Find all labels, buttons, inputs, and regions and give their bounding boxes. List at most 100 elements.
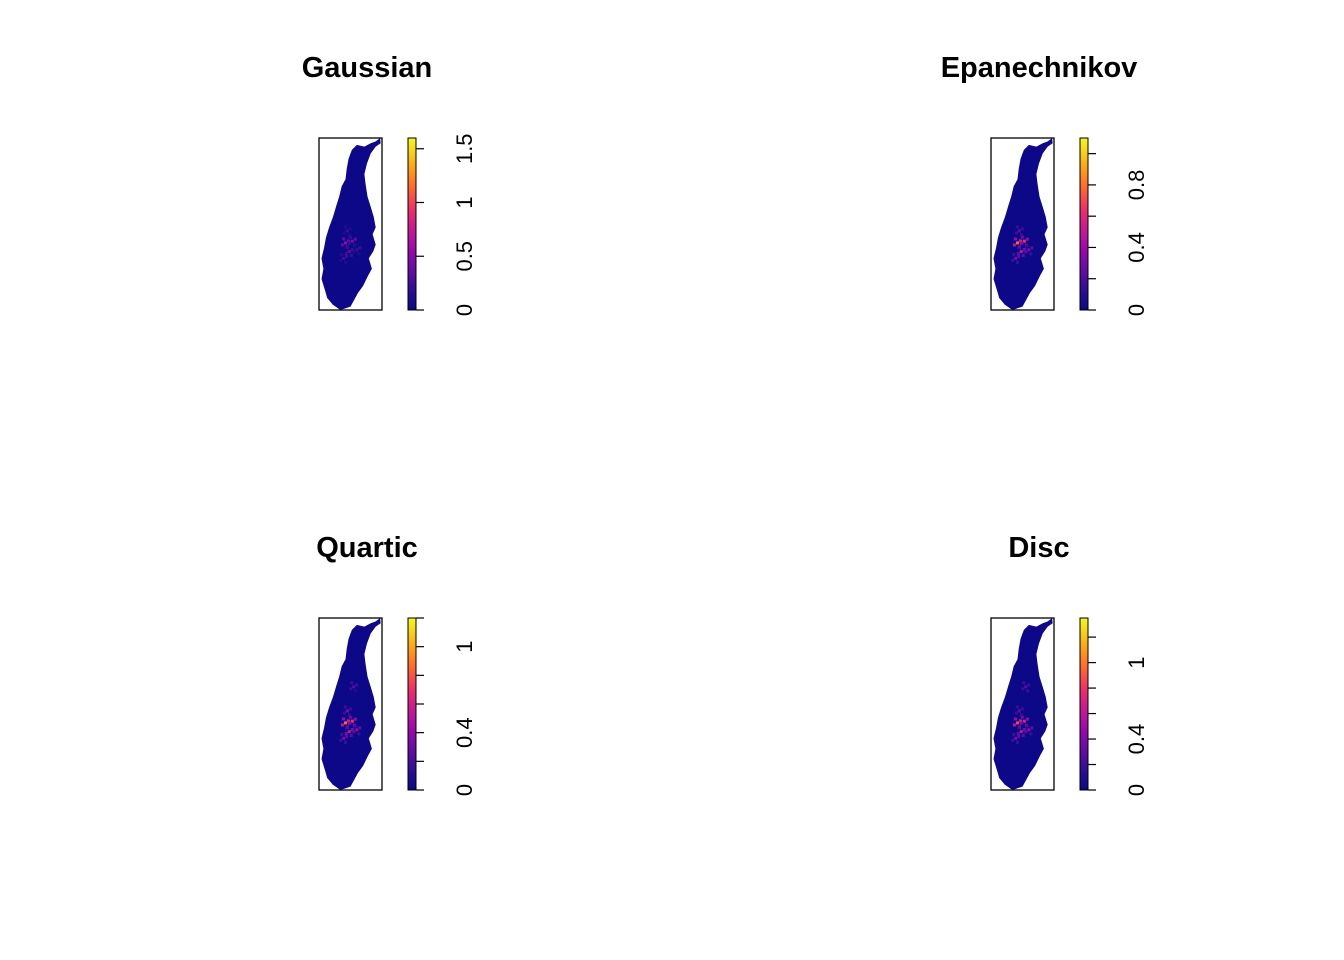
panel-title: Quartic <box>316 532 418 564</box>
density-cell <box>1029 252 1033 256</box>
colorbar-tick-label: 0.8 <box>1124 170 1149 201</box>
map-frame <box>990 137 1055 311</box>
density-cell <box>355 728 359 732</box>
panel-title: Gaussian <box>302 52 433 84</box>
density-cell <box>341 717 345 721</box>
density-cell <box>1012 732 1016 736</box>
density-cell <box>344 252 348 256</box>
density-cell <box>344 732 348 736</box>
density-cells <box>1011 681 1034 744</box>
density-cell <box>339 258 343 262</box>
density-cell <box>341 237 345 241</box>
density-cell <box>1025 724 1029 728</box>
density-cell <box>352 685 356 689</box>
density-cell <box>347 250 351 254</box>
density-cell <box>1025 244 1029 248</box>
density-cell <box>347 721 351 725</box>
density-cell <box>340 243 344 247</box>
density-cell <box>1020 235 1024 239</box>
density-cell <box>1020 707 1024 711</box>
density-cells <box>339 681 362 744</box>
panel-epanechnikov: Epanechnikov 0 0.4 0.8 <box>941 52 1149 316</box>
density-cell <box>1019 713 1023 717</box>
density-cell <box>344 260 348 264</box>
density-cell <box>1022 728 1026 732</box>
density-cell <box>1025 237 1029 241</box>
density-cell <box>1021 254 1025 258</box>
density-cell <box>1024 250 1028 254</box>
density-cell <box>345 734 349 738</box>
density-cell <box>350 248 354 252</box>
density-cell <box>347 713 351 717</box>
density-cell <box>1024 730 1028 734</box>
density-cell <box>1012 723 1016 727</box>
density-cell <box>352 250 356 254</box>
density-cell <box>1019 721 1023 725</box>
density-cell <box>347 241 351 245</box>
colorbar-tick-label: 0 <box>1124 784 1149 796</box>
density-cell <box>346 239 350 243</box>
density-cell <box>1015 225 1019 229</box>
density-cell <box>1015 241 1019 245</box>
density-cell <box>1013 717 1017 721</box>
density-cell <box>345 726 349 730</box>
density-cell <box>1025 717 1029 721</box>
colorbar-tick-label: 0 <box>1124 304 1149 316</box>
density-cell <box>1024 685 1028 689</box>
density-cell <box>1014 256 1018 260</box>
colorbar-tick-label: 1 <box>452 196 477 208</box>
density-region <box>993 138 1053 310</box>
density-cell <box>1012 243 1016 247</box>
density-cell <box>343 225 347 229</box>
density-cell <box>353 244 357 248</box>
density-cell <box>342 231 346 235</box>
colorbar <box>1079 617 1089 791</box>
colorbar <box>407 137 417 311</box>
density-cell <box>1012 252 1016 256</box>
density-cell <box>348 715 352 719</box>
density-cell <box>353 237 357 241</box>
density-cell <box>1027 683 1031 687</box>
density-cell <box>1017 734 1021 738</box>
colorbar <box>407 617 417 791</box>
map-frame <box>318 137 383 311</box>
density-cell <box>349 734 353 738</box>
panel-title: Epanechnikov <box>941 52 1138 84</box>
density-cell <box>1017 254 1021 258</box>
density-cell <box>1016 252 1020 256</box>
density-cell <box>1013 237 1017 241</box>
density-cell <box>342 256 346 260</box>
density-cell <box>353 724 357 728</box>
density-cell <box>1019 250 1023 254</box>
colorbar-tick-label: 0.5 <box>452 241 477 272</box>
colorbar-tick-label: 0.4 <box>1124 232 1149 263</box>
density-cell <box>348 235 352 239</box>
density-cell <box>353 717 357 721</box>
density-cell <box>357 732 361 736</box>
density-cell <box>1022 719 1026 723</box>
density-cell <box>346 719 350 723</box>
density-cell <box>1011 738 1015 742</box>
density-cell <box>345 229 349 233</box>
colorbar-tick-label: 0.4 <box>1124 724 1149 755</box>
density-cell <box>340 732 344 736</box>
colorbar-tick-label: 1.5 <box>452 133 477 164</box>
density-cell <box>1016 732 1020 736</box>
density-cell <box>352 730 356 734</box>
panel-title: Disc <box>1008 532 1069 564</box>
colorbar-tick-label: 0 <box>452 784 477 796</box>
colorbar-tick-label: 1 <box>1124 656 1149 668</box>
density-cell <box>1015 721 1019 725</box>
density-region <box>321 618 381 790</box>
density-cell <box>1014 736 1018 740</box>
density-cell <box>1019 730 1023 734</box>
density-cell <box>1030 726 1034 730</box>
density-cell <box>1015 705 1019 709</box>
density-cell <box>1022 681 1026 685</box>
density-cell <box>1030 246 1034 250</box>
density-cell <box>1016 260 1020 264</box>
density-cell <box>1020 227 1024 231</box>
map-frame <box>318 617 383 791</box>
density-cell <box>1017 229 1021 233</box>
